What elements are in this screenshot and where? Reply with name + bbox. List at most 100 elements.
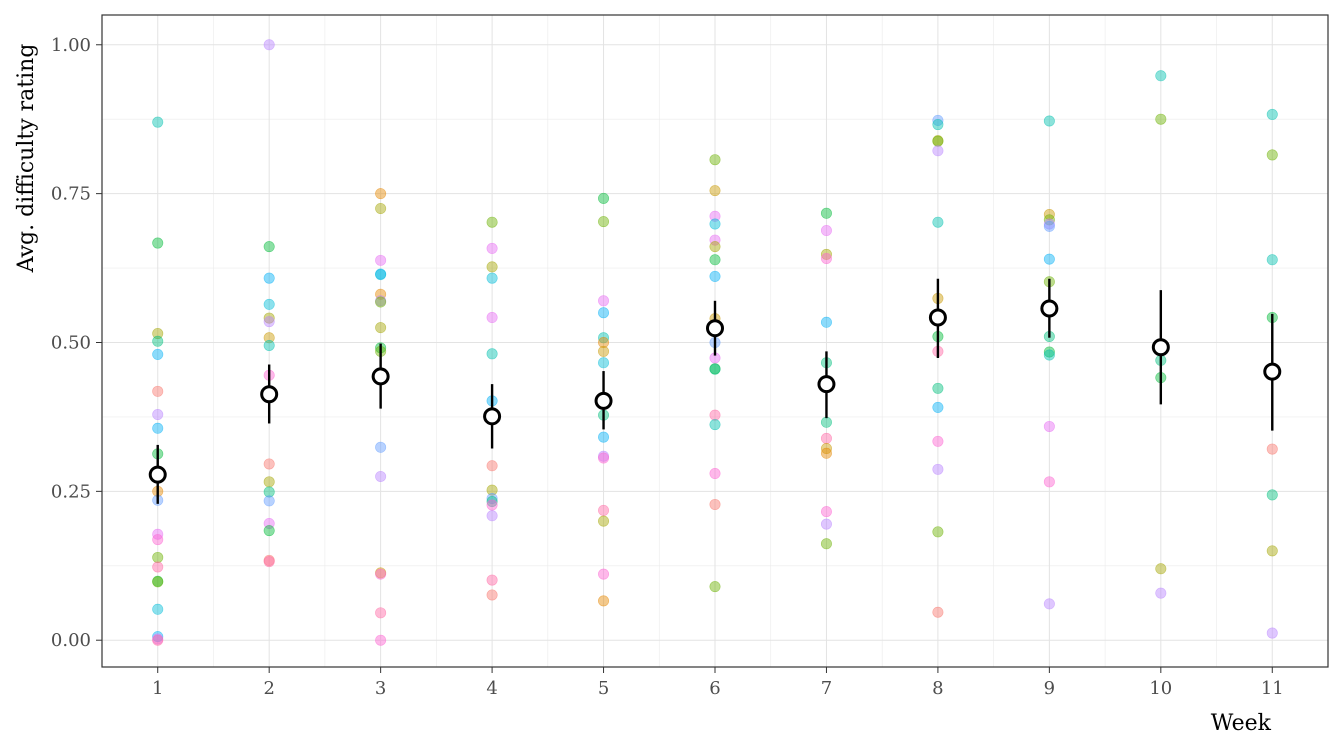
data-point: [263, 272, 275, 284]
data-point: [598, 595, 610, 607]
data-point: [932, 145, 944, 157]
data-point: [709, 154, 721, 166]
data-point: [486, 499, 498, 511]
data-point: [932, 606, 944, 618]
data-point: [152, 116, 164, 128]
x-tick-label: 9: [1044, 678, 1055, 699]
data-point: [820, 447, 832, 459]
data-point: [375, 269, 387, 281]
data-point: [1155, 113, 1167, 125]
data-point: [932, 401, 944, 413]
data-point: [263, 316, 275, 328]
data-point: [375, 470, 387, 482]
data-point: [598, 192, 610, 204]
x-axis-title: Week: [1211, 711, 1272, 736]
mean-point: [1151, 338, 1170, 357]
x-tick-label: 11: [1261, 678, 1284, 699]
data-point: [820, 506, 832, 518]
data-point: [152, 631, 164, 643]
data-point: [1266, 443, 1278, 455]
data-point: [375, 296, 387, 308]
data-point: [152, 534, 164, 546]
data-point: [486, 311, 498, 323]
data-point: [1043, 346, 1055, 358]
data-point: [820, 225, 832, 237]
data-point: [1043, 214, 1055, 226]
data-point: [598, 357, 610, 369]
data-point: [820, 248, 832, 260]
data-point: [598, 307, 610, 319]
data-point: [1266, 108, 1278, 120]
data-point: [932, 119, 944, 131]
x-tick-label: 3: [375, 678, 386, 699]
x-tick-label: 2: [263, 678, 274, 699]
data-point: [152, 385, 164, 397]
data-point: [709, 409, 721, 421]
data-point: [709, 419, 721, 431]
data-point: [1043, 220, 1055, 232]
data-point: [598, 452, 610, 464]
data-point: [375, 203, 387, 215]
data-point: [375, 288, 387, 300]
data-point: [1155, 563, 1167, 575]
y-tick-label: 0.75: [51, 184, 91, 205]
data-point: [1043, 218, 1055, 230]
data-point: [263, 486, 275, 498]
data-point: [709, 270, 721, 282]
data-point: [375, 188, 387, 200]
data-point: [1043, 598, 1055, 610]
data-point: [932, 216, 944, 228]
y-tick-label: 0.25: [51, 481, 91, 502]
data-point: [263, 339, 275, 351]
data-point: [152, 422, 164, 434]
data-point: [152, 328, 164, 340]
data-point: [709, 210, 721, 222]
mean-point: [928, 308, 947, 327]
data-point: [263, 298, 275, 310]
x-tick-label: 4: [486, 678, 497, 699]
x-tick-label: 10: [1149, 678, 1172, 699]
data-point: [932, 135, 944, 147]
data-point: [820, 442, 832, 454]
data-point: [598, 504, 610, 516]
data-point: [152, 603, 164, 615]
individual-points: [152, 39, 1278, 646]
data-point: [709, 241, 721, 253]
data-point: [598, 431, 610, 443]
data-point: [263, 332, 275, 344]
data-point: [375, 441, 387, 453]
data-point: [486, 574, 498, 586]
data-point: [1155, 587, 1167, 599]
x-tick-label: 1: [152, 678, 163, 699]
data-point: [486, 460, 498, 472]
data-point: [152, 561, 164, 573]
data-point: [598, 568, 610, 580]
mean-point: [1263, 362, 1282, 381]
data-point: [709, 218, 721, 230]
data-point: [486, 495, 498, 507]
data-point: [932, 114, 944, 126]
data-point: [152, 576, 164, 588]
data-point: [598, 345, 610, 357]
x-tick-label: 8: [932, 678, 943, 699]
data-point: [820, 253, 832, 265]
data-point: [1043, 253, 1055, 265]
data-point: [820, 207, 832, 219]
data-point: [263, 39, 275, 51]
data-point: [152, 634, 164, 646]
data-point: [709, 467, 721, 479]
data-point: [1266, 149, 1278, 161]
data-point: [375, 254, 387, 266]
data-point: [709, 234, 721, 246]
data-point: [486, 348, 498, 360]
data-point: [1266, 545, 1278, 557]
data-point: [1155, 70, 1167, 82]
data-point: [598, 332, 610, 344]
data-point: [152, 348, 164, 360]
data-point: [375, 568, 387, 580]
data-point: [1043, 349, 1055, 361]
data-point: [598, 515, 610, 527]
data-point: [263, 241, 275, 253]
mean-point: [817, 375, 836, 394]
data-point: [263, 525, 275, 537]
